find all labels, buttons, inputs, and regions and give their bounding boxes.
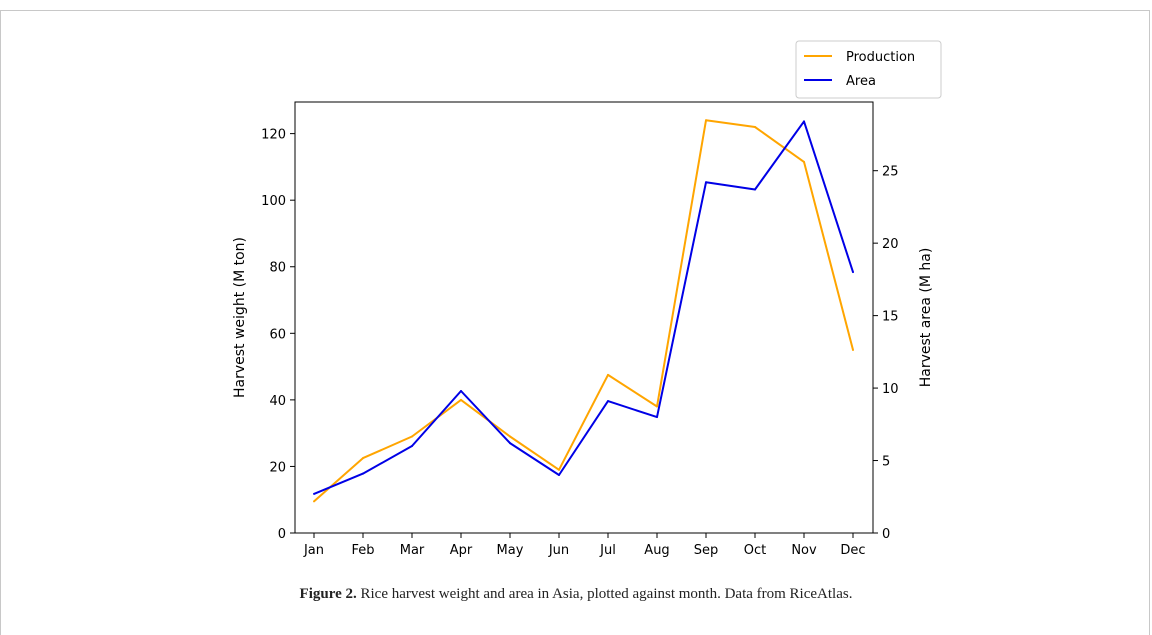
y-right-tick-label: 20: [882, 237, 899, 252]
production-point: [705, 119, 707, 122]
y-left-tick-label: 120: [261, 128, 286, 143]
production-point: [362, 457, 364, 460]
figure-caption: Figure 2. Rice harvest weight and area i…: [0, 586, 1152, 603]
production-point: [607, 373, 609, 376]
area-point: [411, 445, 413, 448]
y-right-axis-label: Harvest area (M ha): [918, 248, 934, 388]
caption-label: Figure 2.: [299, 586, 357, 602]
area-point: [705, 181, 707, 184]
production-point: [803, 160, 805, 163]
x-tick-label: Jun: [548, 543, 569, 558]
area-point: [656, 416, 658, 419]
y-left-tick-label: 20: [269, 460, 286, 475]
x-tick-label: Jan: [303, 543, 324, 558]
x-tick-label: Sep: [694, 543, 719, 558]
x-tick-label: Nov: [791, 543, 817, 558]
legend-label-production: Production: [846, 50, 915, 65]
area-point: [460, 389, 462, 392]
area-point: [754, 188, 756, 191]
y-right-tick-label: 0: [882, 527, 890, 542]
area-point: [852, 271, 854, 274]
dual-axis-line-chart: Jan Feb Mar Apr May Jun Jul Aug Sep Oct Nov Dec 0 20 4…: [232, 40, 942, 558]
x-tick-label: Dec: [840, 543, 865, 558]
x-tick-label: Aug: [644, 543, 669, 558]
x-tick-label: Feb: [351, 543, 374, 558]
y-right-tick-label: 25: [882, 165, 899, 180]
production-point: [754, 125, 756, 128]
y-left-tick-label: 40: [269, 394, 286, 409]
area-point: [558, 474, 560, 477]
production-point: [509, 435, 511, 438]
y-left-axis-label: Harvest weight (M ton): [232, 237, 248, 398]
legend-label-area: Area: [846, 74, 876, 89]
production-series-line: [313, 119, 854, 503]
caption-text: Rice harvest weight and area in Asia, pl…: [356, 586, 853, 602]
y-left-tick-label: 60: [269, 327, 286, 342]
area-point: [803, 120, 805, 123]
legend-box: [795, 40, 942, 99]
area-point: [509, 442, 511, 445]
production-point: [656, 405, 658, 408]
x-tick-label: May: [497, 543, 524, 558]
production-point: [460, 398, 462, 401]
figure-frame: [0, 10, 1150, 635]
y-left-tick-label: 100: [261, 194, 286, 209]
x-tick-label: Oct: [744, 543, 766, 558]
x-tick-label: Apr: [450, 543, 473, 558]
y-left-tick-label: 0: [278, 527, 286, 542]
x-tick-label: Jul: [599, 543, 616, 558]
production-point: [411, 435, 413, 438]
y-right-tick-label: 5: [882, 455, 890, 470]
area-point: [607, 400, 609, 403]
x-tick-label: Mar: [400, 543, 425, 558]
production-point: [313, 500, 315, 503]
production-point: [852, 348, 854, 351]
area-point: [362, 472, 364, 475]
area-series-line: [313, 120, 854, 495]
y-right-tick-label: 10: [882, 382, 899, 397]
plot-area-frame: [294, 101, 874, 534]
y-left-tick-label: 80: [269, 261, 286, 276]
area-point: [313, 492, 315, 495]
production-point: [558, 468, 560, 471]
y-right-tick-label: 15: [882, 310, 899, 325]
